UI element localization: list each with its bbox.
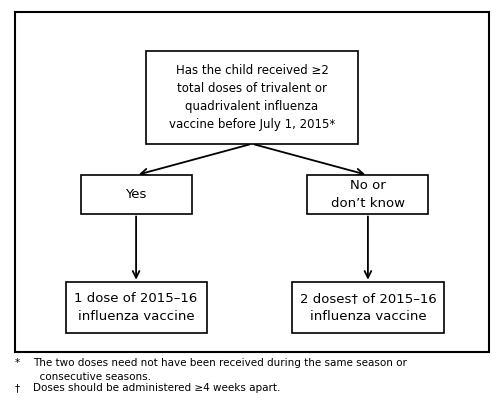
- Text: *: *: [15, 358, 24, 369]
- Text: 2 doses† of 2015–16
influenza vaccine: 2 doses† of 2015–16 influenza vaccine: [299, 292, 436, 323]
- Text: The two doses need not have been received during the same season or
  consecutiv: The two doses need not have been receive…: [33, 358, 407, 382]
- Text: 1 dose of 2015–16
influenza vaccine: 1 dose of 2015–16 influenza vaccine: [75, 292, 198, 323]
- Text: Has the child received ≥2
total doses of trivalent or
quadrivalent influenza
vac: Has the child received ≥2 total doses of…: [169, 64, 335, 131]
- FancyBboxPatch shape: [146, 51, 358, 144]
- Text: †: †: [15, 383, 24, 393]
- Text: No or
don’t know: No or don’t know: [331, 179, 405, 210]
- Text: Yes: Yes: [125, 188, 147, 201]
- FancyBboxPatch shape: [81, 175, 192, 214]
- FancyBboxPatch shape: [66, 283, 207, 333]
- FancyBboxPatch shape: [307, 175, 428, 214]
- FancyBboxPatch shape: [292, 283, 444, 333]
- Text: Doses should be administered ≥4 weeks apart.: Doses should be administered ≥4 weeks ap…: [33, 383, 280, 393]
